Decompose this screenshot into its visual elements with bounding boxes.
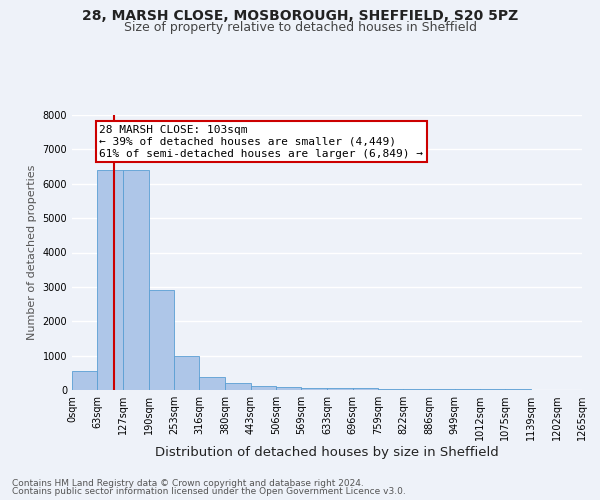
Bar bbox=[72, 371, 97, 390]
Text: Contains HM Land Registry data © Crown copyright and database right 2024.: Contains HM Land Registry data © Crown c… bbox=[12, 478, 364, 488]
Bar bbox=[251, 386, 276, 390]
Bar bbox=[301, 388, 327, 390]
Bar bbox=[149, 290, 174, 390]
Bar bbox=[123, 170, 149, 390]
X-axis label: Distribution of detached houses by size in Sheffield: Distribution of detached houses by size … bbox=[155, 446, 499, 459]
Bar bbox=[429, 389, 455, 390]
Bar bbox=[378, 389, 403, 390]
Bar bbox=[276, 386, 301, 390]
Bar bbox=[199, 378, 225, 390]
Bar bbox=[97, 170, 123, 390]
Bar bbox=[174, 356, 199, 390]
Text: Size of property relative to detached houses in Sheffield: Size of property relative to detached ho… bbox=[124, 21, 476, 34]
Bar bbox=[225, 384, 251, 390]
Text: Contains public sector information licensed under the Open Government Licence v3: Contains public sector information licen… bbox=[12, 487, 406, 496]
Bar bbox=[353, 388, 378, 390]
Bar bbox=[403, 389, 429, 390]
Bar bbox=[327, 388, 353, 390]
Text: 28, MARSH CLOSE, MOSBOROUGH, SHEFFIELD, S20 5PZ: 28, MARSH CLOSE, MOSBOROUGH, SHEFFIELD, … bbox=[82, 8, 518, 22]
Text: 28 MARSH CLOSE: 103sqm
← 39% of detached houses are smaller (4,449)
61% of semi-: 28 MARSH CLOSE: 103sqm ← 39% of detached… bbox=[100, 126, 424, 158]
Y-axis label: Number of detached properties: Number of detached properties bbox=[27, 165, 37, 340]
